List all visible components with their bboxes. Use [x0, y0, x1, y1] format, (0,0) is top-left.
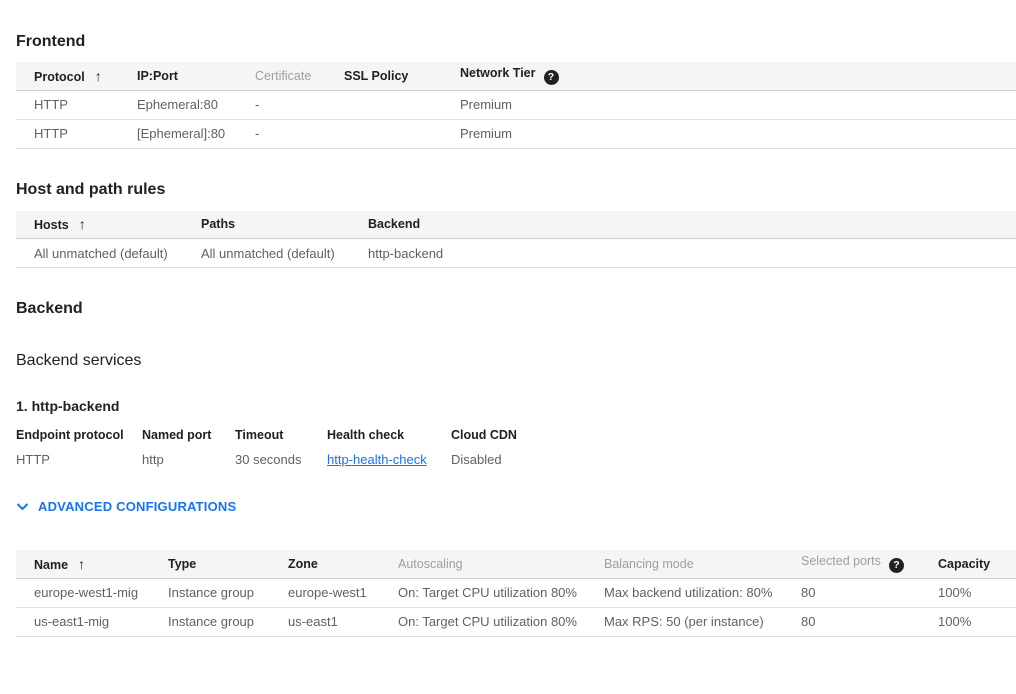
advanced-configurations-toggle[interactable]: ADVANCED CONFIGURATIONS — [16, 499, 1016, 514]
column-header-protocol[interactable]: Protocol ↑ — [16, 62, 137, 90]
column-header-label: Protocol — [34, 69, 85, 84]
table-row: All unmatched (default) All unmatched (d… — [16, 239, 1016, 268]
sort-ascending-icon: ↑ — [78, 216, 86, 233]
cell-paths: All unmatched (default) — [201, 245, 335, 261]
field-named-port: Named port http — [142, 428, 235, 468]
cell-zone: europe-west1 — [288, 585, 367, 600]
help-icon[interactable]: ? — [543, 70, 559, 86]
field-label: Named port — [142, 428, 212, 442]
cell-certificate: - — [255, 97, 260, 112]
column-header-capacity[interactable]: Capacity — [938, 556, 991, 571]
column-header-name[interactable]: Name ↑ — [16, 550, 168, 578]
column-header-zone[interactable]: Zone — [288, 556, 318, 571]
column-header-selected-ports: Selected ports? — [801, 550, 938, 578]
column-header-label: Network Tier — [460, 66, 536, 81]
cell-capacity: 100% — [938, 585, 972, 600]
instance-groups-table: Name ↑ Type Zone Autoscaling Balancing mo… — [16, 550, 1016, 637]
cell-autoscaling: On: Target CPU utilization 80% — [398, 585, 577, 600]
cell-hosts: All unmatched (default) — [34, 245, 168, 261]
cell-name: us-east1-mig — [34, 614, 110, 629]
column-header-label: Selected ports — [801, 554, 881, 569]
cell-selected-ports: 80 — [801, 585, 816, 600]
column-header-paths[interactable]: Paths — [201, 217, 236, 232]
field-timeout: Timeout 30 seconds — [235, 428, 327, 468]
host-path-table-header-row: Hosts ↑ Paths Backend — [16, 210, 1016, 239]
cell-zone: us-east1 — [288, 614, 338, 629]
host-path-rules-section-title: Host and path rules — [16, 180, 166, 198]
field-value: 30 seconds — [235, 452, 302, 467]
field-label: Health check — [327, 428, 405, 442]
field-health-check: Health check http-health-check — [327, 428, 451, 468]
column-header-type[interactable]: Type — [168, 556, 197, 571]
frontend-table: Protocol ↑ IP:Port Certificate SSL Policy… — [16, 62, 1016, 149]
frontend-table-header-row: Protocol ↑ IP:Port Certificate SSL Policy… — [16, 62, 1016, 90]
cell-autoscaling: On: Target CPU utilization 80% — [398, 614, 577, 629]
cell-ssl-policy — [344, 119, 460, 148]
host-path-rules-table: Hosts ↑ Paths Backend All unmatched (defa… — [16, 210, 1016, 269]
field-label: Endpoint protocol — [16, 428, 124, 442]
table-row: HTTP Ephemeral:80 - Premium — [16, 90, 1016, 119]
cell-network-tier: Premium — [460, 97, 513, 112]
health-check-link[interactable]: http-health-check — [327, 452, 427, 467]
column-header-ip-port[interactable]: IP:Port — [137, 68, 178, 83]
frontend-section-title: Frontend — [16, 33, 86, 50]
backend-service-summary: Endpoint protocol HTTP Named port http T… — [16, 428, 1016, 468]
column-header-hosts[interactable]: Hosts ↑ — [16, 211, 201, 239]
backend-service-name: 1. http-backend — [16, 398, 120, 414]
cell-network-tier: Premium — [460, 126, 513, 141]
cell-ip-port: Ephemeral:80 — [137, 97, 218, 112]
cell-type: Instance group — [168, 614, 255, 629]
column-header-network-tier[interactable]: Network Tier? — [460, 62, 1016, 90]
table-row: HTTP [Ephemeral]:80 - Premium — [16, 119, 1016, 148]
field-label: Cloud CDN — [451, 428, 517, 442]
cell-ip-port: [Ephemeral]:80 — [137, 126, 226, 141]
column-header-certificate: Certificate — [255, 68, 312, 83]
advanced-configurations-label: ADVANCED CONFIGURATIONS — [38, 499, 237, 514]
backend-services-title: Backend services — [16, 352, 142, 369]
cell-balancing-mode: Max backend utilization: 80% — [604, 585, 773, 600]
instance-groups-header-row: Name ↑ Type Zone Autoscaling Balancing mo… — [16, 550, 1016, 578]
cell-selected-ports: 80 — [801, 614, 816, 629]
cell-type: Instance group — [168, 585, 255, 600]
cell-ssl-policy — [344, 90, 460, 119]
column-header-autoscaling: Autoscaling — [398, 556, 463, 571]
column-header-label: Hosts — [34, 218, 69, 233]
column-header-backend[interactable]: Backend — [368, 217, 421, 232]
backend-section-title: Backend — [16, 300, 83, 317]
field-cloud-cdn: Cloud CDN Disabled — [451, 428, 517, 468]
column-header-balancing-mode: Balancing mode — [604, 556, 694, 571]
table-row: europe-west1-mig Instance group europe-w… — [16, 578, 1016, 607]
table-row: us-east1-mig Instance group us-east1 On:… — [16, 607, 1016, 636]
column-header-ssl-policy[interactable]: SSL Policy — [344, 68, 409, 83]
cell-protocol: HTTP — [34, 126, 68, 141]
field-value: http — [142, 452, 164, 467]
field-value: Disabled — [451, 452, 502, 467]
chevron-down-icon — [16, 502, 29, 510]
field-endpoint-protocol: Endpoint protocol HTTP — [16, 428, 142, 468]
cell-certificate: - — [255, 126, 260, 141]
field-label: Timeout — [235, 428, 284, 442]
column-header-label: Name — [34, 557, 69, 572]
cell-balancing-mode: Max RPS: 50 (per instance) — [604, 614, 764, 629]
sort-ascending-icon: ↑ — [94, 67, 102, 84]
field-value: HTTP — [16, 452, 50, 467]
cell-capacity: 100% — [938, 614, 972, 629]
cell-protocol: HTTP — [34, 97, 68, 112]
cell-name: europe-west1-mig — [34, 585, 139, 600]
cell-backend: http-backend — [368, 245, 444, 261]
help-icon[interactable]: ? — [888, 558, 904, 574]
sort-ascending-icon: ↑ — [78, 555, 86, 572]
